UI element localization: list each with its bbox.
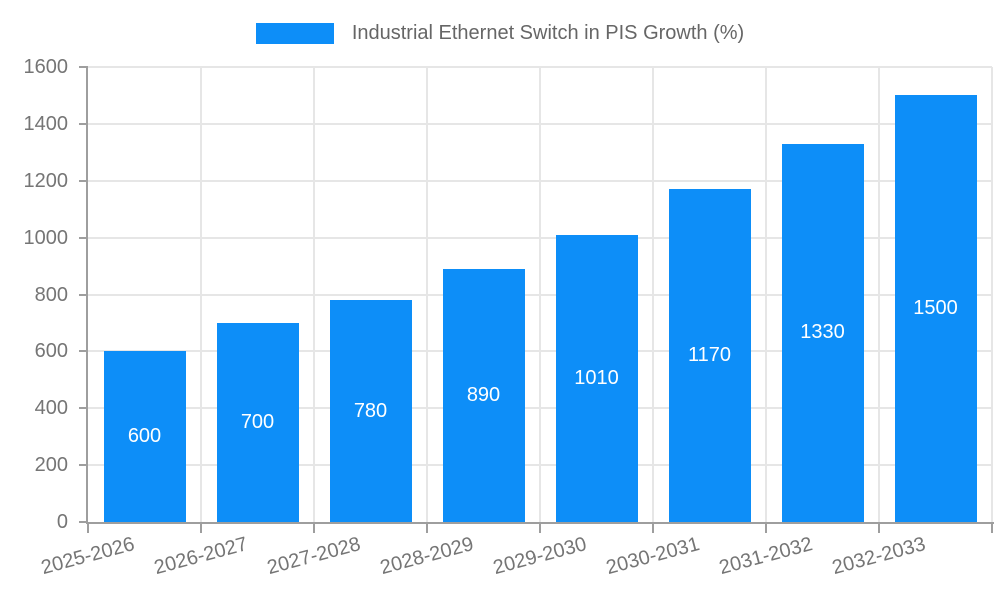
y-axis-tick bbox=[79, 122, 88, 125]
y-tick-label: 1200 bbox=[23, 169, 69, 192]
gridline-vertical bbox=[200, 67, 202, 522]
x-axis-tick bbox=[652, 524, 654, 533]
gridline-vertical bbox=[426, 67, 428, 522]
bar: 1010 bbox=[555, 234, 638, 522]
x-axis-tick bbox=[87, 524, 89, 533]
gridline-vertical bbox=[652, 67, 654, 522]
x-axis-line bbox=[86, 522, 994, 524]
x-tick-label: 2025-2026 bbox=[38, 533, 137, 580]
gridline-vertical bbox=[878, 67, 880, 522]
x-tick-label: 2029-2030 bbox=[490, 533, 589, 580]
bar-value-label: 890 bbox=[466, 383, 501, 406]
bar: 890 bbox=[442, 268, 525, 522]
bar: 1500 bbox=[894, 95, 977, 522]
legend-swatch bbox=[255, 23, 334, 44]
bar-value-label: 780 bbox=[353, 399, 388, 422]
y-axis-tick bbox=[79, 407, 88, 410]
x-tick-label: 2028-2029 bbox=[377, 533, 476, 580]
x-tick-label: 2031-2032 bbox=[716, 533, 815, 580]
bar: 1170 bbox=[668, 189, 751, 522]
x-tick-label: 2032-2033 bbox=[829, 533, 928, 580]
x-axis-tick bbox=[200, 524, 202, 533]
plot-area: 600 700 780 890 1010 1170 1330 1500 bbox=[88, 66, 993, 522]
x-axis-tick bbox=[878, 524, 880, 533]
x-tick-label: 2026-2027 bbox=[151, 533, 250, 580]
x-tick-label: 2030-2031 bbox=[603, 533, 702, 580]
x-axis-tick bbox=[539, 524, 541, 533]
y-tick-label: 0 bbox=[56, 511, 68, 533]
y-tick-label: 200 bbox=[34, 454, 68, 477]
gridline-vertical bbox=[539, 67, 541, 522]
bar-value-label: 600 bbox=[127, 425, 162, 448]
y-tick-label: 1400 bbox=[23, 112, 69, 135]
x-axis-tick bbox=[765, 524, 767, 533]
y-axis-tick bbox=[79, 293, 88, 296]
y-tick-label: 1000 bbox=[23, 226, 69, 249]
y-tick-label: 800 bbox=[34, 283, 68, 306]
bar: 780 bbox=[329, 300, 412, 522]
bar-value-label: 1010 bbox=[574, 366, 619, 389]
y-axis-tick bbox=[79, 179, 88, 182]
x-tick-label: 2027-2028 bbox=[264, 533, 363, 580]
chart-legend: Industrial Ethernet Switch in PIS Growth… bbox=[0, 22, 1000, 45]
y-axis-tick bbox=[79, 66, 88, 68]
bar: 600 bbox=[103, 351, 186, 522]
bar-value-label: 1170 bbox=[687, 344, 731, 367]
bar-value-label: 1500 bbox=[913, 297, 958, 320]
y-tick-label: 400 bbox=[34, 397, 68, 420]
x-axis-tick bbox=[426, 524, 428, 533]
y-axis-tick bbox=[79, 350, 88, 353]
y-axis-tick bbox=[79, 521, 88, 523]
gridline-vertical bbox=[991, 67, 993, 522]
bar-value-label: 700 bbox=[240, 410, 275, 433]
gridline-vertical bbox=[765, 67, 767, 522]
x-axis-tick bbox=[991, 524, 993, 533]
y-axis-tick bbox=[79, 464, 88, 467]
y-tick-label: 600 bbox=[34, 340, 68, 363]
x-axis-tick bbox=[313, 524, 315, 533]
bar: 1330 bbox=[781, 143, 864, 522]
bar: 700 bbox=[216, 322, 299, 522]
bar-value-label: 1330 bbox=[800, 321, 845, 344]
y-axis-tick bbox=[79, 236, 88, 239]
y-axis-line bbox=[86, 67, 88, 524]
y-tick-label: 1600 bbox=[23, 56, 69, 78]
gridline-vertical bbox=[313, 67, 315, 522]
legend-label: Industrial Ethernet Switch in PIS Growth… bbox=[351, 22, 745, 44]
